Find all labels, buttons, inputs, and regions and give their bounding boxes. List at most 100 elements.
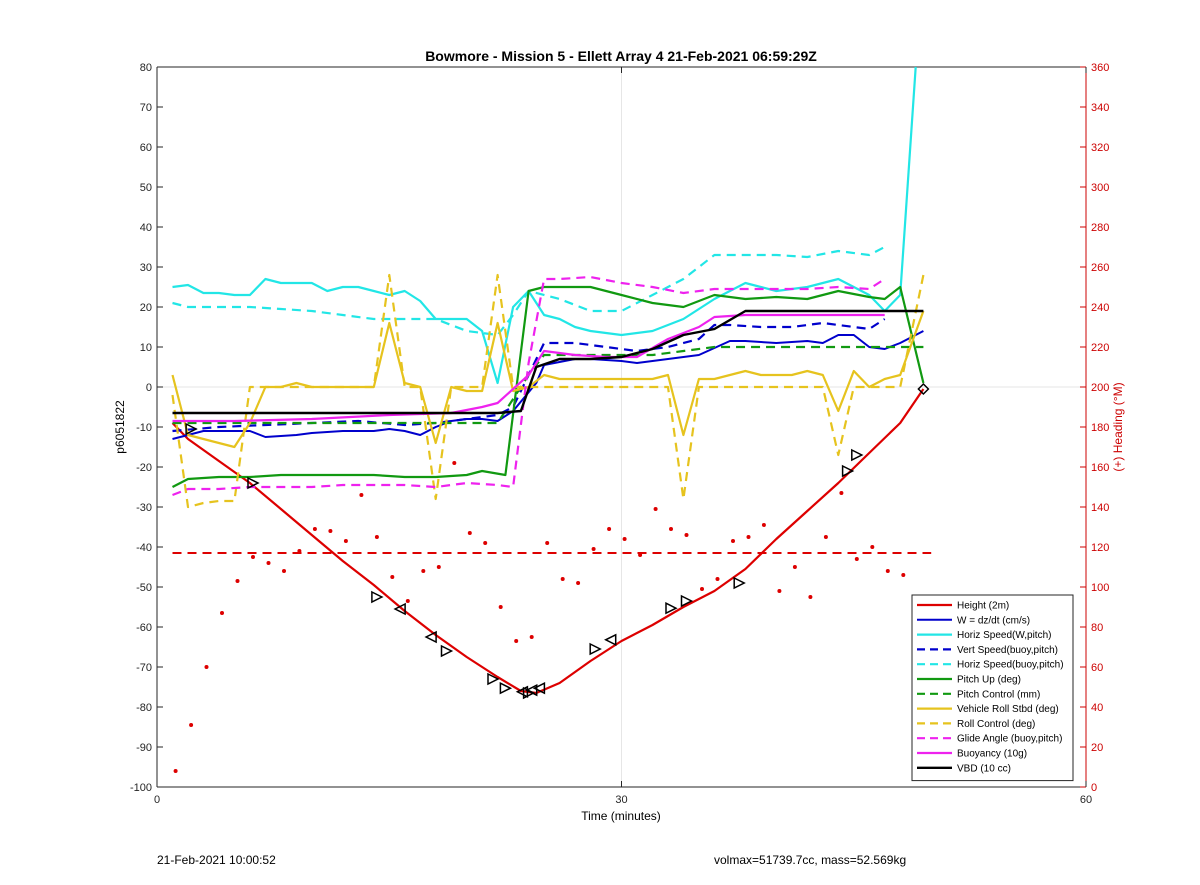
series-line-horiz-speed-buoy-pitch <box>172 246 886 337</box>
y2-tick-label: 0 <box>1091 782 1097 794</box>
legend-entry: Buoyancy (10g) <box>957 749 1027 760</box>
y2-tick-label: 360 <box>1091 62 1109 74</box>
y-tick-label: -20 <box>136 462 152 474</box>
y2-tick-label: 300 <box>1091 182 1109 194</box>
footer-timestamp: 21-Feb-2021 10:00:52 <box>157 853 276 867</box>
series-point-heading-dots <box>607 527 612 531</box>
legend-entry: Horiz Speed(W,pitch) <box>957 630 1051 641</box>
legend-box <box>911 594 1074 782</box>
series-point-heading-dots <box>514 639 519 643</box>
y2-tick-label: 180 <box>1091 422 1109 434</box>
series-point-heading-dots <box>328 529 333 533</box>
y2-tick-label: 220 <box>1091 342 1109 354</box>
y-tick-label: 40 <box>140 222 152 234</box>
series-point-heading-dots <box>220 611 224 615</box>
y2-tick-label: 160 <box>1091 462 1109 474</box>
height-marker-right <box>680 594 694 608</box>
y-tick-label: -60 <box>136 622 152 634</box>
x-axis-label: Time (minutes) <box>581 809 661 823</box>
series-point-heading-dots <box>731 539 735 543</box>
series-point-heading-dots <box>545 541 550 545</box>
y-tick-label: 60 <box>140 142 152 154</box>
legend-entry: Pitch Control (mm) <box>957 689 1040 700</box>
y-tick-label: 70 <box>140 102 152 114</box>
height-marker-right <box>589 642 602 656</box>
y-axis-label: p6051822 <box>113 400 127 454</box>
markers-layer <box>185 382 930 700</box>
x-tick-label: 60 <box>1080 794 1092 806</box>
series-point-heading-dots <box>483 541 488 545</box>
height-marker-right <box>487 672 500 686</box>
height-marker-right <box>440 644 454 658</box>
y-tick-label: -80 <box>136 702 152 714</box>
y2-axis-label: (+) Heading (°M) <box>1111 382 1125 471</box>
y2-tick-label: 120 <box>1091 542 1109 554</box>
y-tick-label: 30 <box>140 262 152 274</box>
series-layer <box>171 66 932 773</box>
series-point-heading-dots <box>700 587 704 591</box>
legend-entry: Vert Speed(buoy,pitch) <box>957 645 1058 656</box>
legend-entry: Glide Angle (buoy,pitch) <box>957 734 1062 745</box>
legend-entry: VBD (10 cc) <box>957 763 1011 774</box>
series-point-heading-dots <box>405 599 410 603</box>
y-tick-label: 50 <box>140 182 152 194</box>
series-point-heading-dots <box>761 523 766 527</box>
height-marker-right <box>185 422 198 436</box>
y2-tick-label: 320 <box>1091 142 1109 154</box>
series-point-heading-dots <box>390 575 395 579</box>
series-point-heading-dots <box>189 723 194 727</box>
series-line-vbd-10-cc <box>172 309 924 415</box>
series-point-heading-dots <box>374 535 379 539</box>
series-point-heading-dots <box>885 569 890 573</box>
series-line-pitch-up-deg <box>171 285 925 488</box>
y-tick-label: 0 <box>146 382 152 394</box>
series-point-heading-dots <box>266 561 271 565</box>
height-marker-left <box>393 602 406 616</box>
legend-entry: Pitch Up (deg) <box>957 675 1021 686</box>
series-line-roll-control-deg <box>171 273 925 509</box>
legend-entry: W = dz/dt (cm/s) <box>957 615 1030 626</box>
series-point-heading-dots <box>359 493 364 497</box>
y2-tick-label: 340 <box>1091 102 1109 114</box>
y-tick-label: -40 <box>136 542 152 554</box>
y-tick-label: -70 <box>136 662 152 674</box>
height-marker-left <box>604 633 617 647</box>
series-line-vert-speed-buoy-pitch <box>172 318 886 433</box>
series-point-heading-dots <box>560 577 565 581</box>
series-point-heading-dots <box>622 537 627 541</box>
series-point-heading-dots <box>653 507 658 511</box>
height-marker-right <box>371 590 384 604</box>
x-tick-label: 0 <box>154 794 160 806</box>
y2-tick-label: 140 <box>1091 502 1109 514</box>
series-point-heading-dots <box>808 595 813 599</box>
series-point-heading-dots <box>251 555 255 559</box>
y2-tick-label: 60 <box>1091 662 1103 674</box>
axes: -100-90-80-70-60-50-40-30-20-10010203040… <box>130 62 1109 806</box>
y-tick-label: -50 <box>136 582 152 594</box>
series-point-heading-dots <box>684 533 689 537</box>
height-marker-left <box>532 681 546 695</box>
height-marker-end <box>917 382 930 396</box>
series-point-heading-dots <box>823 535 828 539</box>
series-point-heading-dots <box>204 665 209 669</box>
height-marker-left <box>424 630 437 644</box>
series-point-heading-dots <box>173 769 178 773</box>
series-point-heading-dots <box>576 581 581 585</box>
series-point-heading-dots <box>839 491 844 495</box>
y2-tick-label: 240 <box>1091 302 1109 314</box>
y2-tick-label: 280 <box>1091 222 1109 234</box>
series-point-heading-dots <box>421 569 426 573</box>
series-point-heading-dots <box>235 579 240 583</box>
height-marker-right <box>733 576 746 590</box>
series-point-heading-dots <box>343 539 348 543</box>
y-tick-label: -100 <box>130 782 152 794</box>
height-marker-right <box>841 464 855 478</box>
chart-title: Bowmore - Mission 5 - Ellett Array 4 21-… <box>425 48 817 64</box>
height-marker-right <box>247 476 260 490</box>
y2-tick-label: 40 <box>1091 702 1103 714</box>
series-point-heading-dots <box>467 531 472 535</box>
y-tick-label: 80 <box>140 62 152 74</box>
series-point-heading-dots <box>452 461 457 465</box>
series-point-heading-dots <box>591 547 596 551</box>
